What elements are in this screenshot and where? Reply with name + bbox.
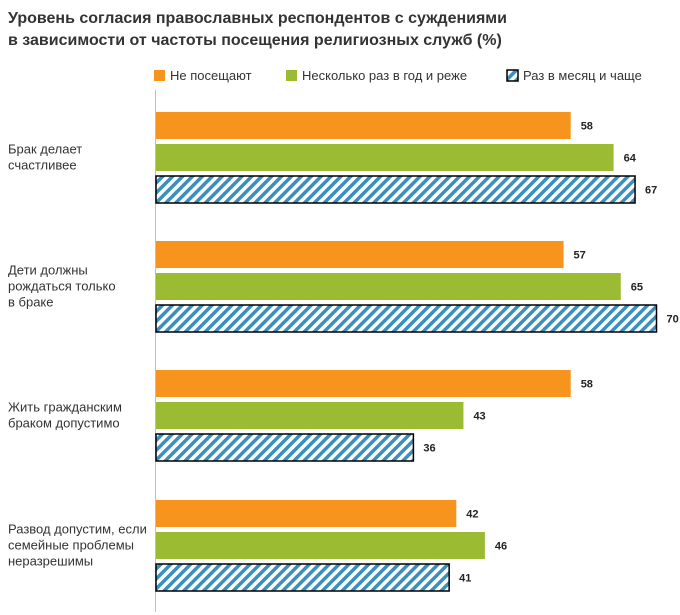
bar-c2-s0 [156,370,571,397]
value-label-c3-s0: 42 [466,509,478,521]
category-label-1-line-0: Дети должны [8,263,88,278]
bar-c0-s1 [156,144,614,171]
category-label-0-line-1: счастливее [8,158,77,173]
value-label-c3-s2: 41 [459,573,471,585]
bar-c2-s1 [156,402,464,429]
value-label-c3-s1: 46 [495,541,507,553]
value-label-c2-s0: 58 [581,379,593,391]
chart-title-line-1: Уровень согласия православных респондент… [8,10,507,27]
category-label-2: Жить гражданским браком допустимо [8,400,122,431]
legend: Не посещают Несколько раз в год и реже Р… [154,68,642,83]
value-label-c1-s2: 70 [667,314,679,326]
bar-c0-s0 [156,112,571,139]
category-label-1: Дети должны рождаться только в браке [8,263,116,310]
category-label-1-line-2: в браке [8,295,54,310]
legend-label-2: Раз в месяц и чаще [523,68,642,83]
bar-c3-s1 [156,532,485,559]
legend-swatch-1 [286,70,297,81]
category-label-3-line-1: семейные проблемы [8,538,134,553]
value-label-c2-s2: 36 [423,443,435,455]
value-label-c1-s1: 65 [631,282,643,294]
category-label-3-line-2: неразрешимы [8,554,93,569]
bar-c1-s1 [156,273,621,300]
category-label-2-line-1: браком допустимо [8,416,120,431]
value-label-c0-s1: 64 [624,153,637,165]
legend-swatch-0 [154,70,165,81]
category-label-2-line-0: Жить гражданским [8,400,122,415]
category-labels: Брак делает счастливее Дети должны рождатьс… [8,142,147,569]
legend-swatch-2 [506,69,519,82]
category-label-0-line-0: Брак делает [8,142,82,157]
value-label-c0-s2: 67 [645,185,657,197]
bar-c1-s0 [156,241,564,268]
category-label-3-line-0: Развод допустим, если [8,522,147,537]
value-label-c2-s1: 43 [473,411,485,423]
chart-title-line-2: в зависимости от частоты посещения религ… [8,32,502,49]
value-label-c1-s0: 57 [574,250,586,262]
value-label-c0-s0: 58 [581,121,593,133]
category-label-0: Брак делает счастливее [8,142,82,173]
category-label-3: Развод допустим, если семейные проблемы не… [8,522,147,569]
bars [155,112,658,592]
legend-label-0: Не посещают [170,68,252,83]
category-label-1-line-1: рождаться только [8,279,116,294]
bar-c0-s2 [155,175,636,204]
value-labels: 58 64 67 57 65 70 58 43 36 42 46 41 [423,121,678,585]
legend-label-1: Несколько раз в год и реже [302,68,467,83]
bar-c3-s2 [155,563,450,592]
bar-c3-s0 [156,500,457,527]
bar-c2-s2 [155,433,415,462]
bar-c1-s2 [155,304,658,333]
